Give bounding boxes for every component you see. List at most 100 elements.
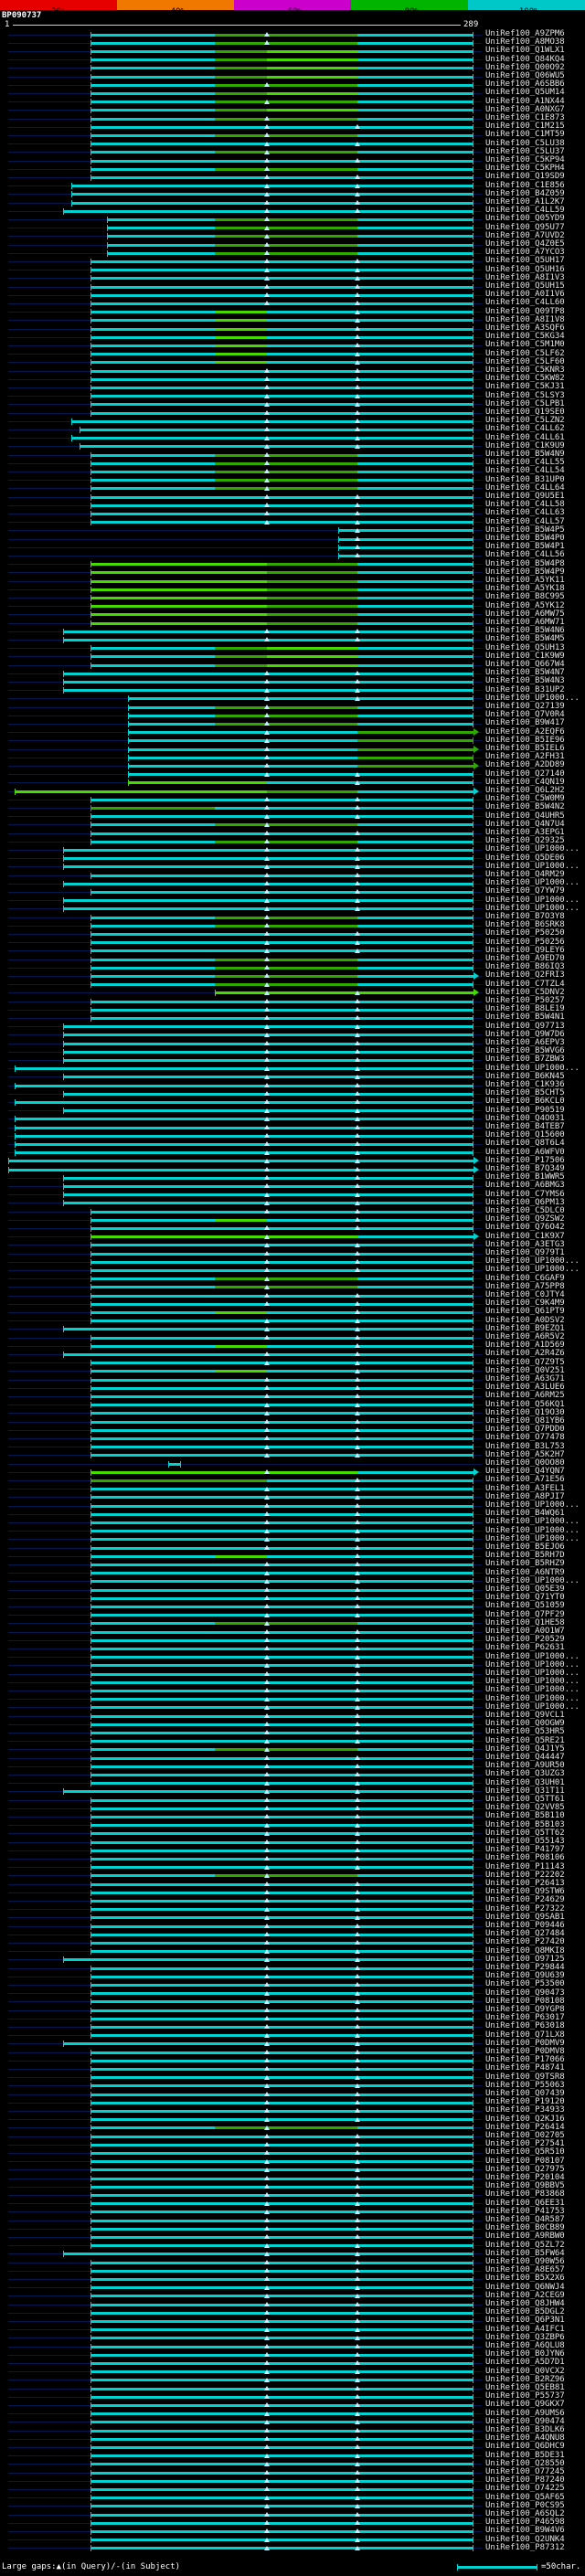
hit-label[interactable]: UniRef100_UP1000... — [485, 1265, 580, 1275]
hit-bar-segment[interactable] — [215, 2126, 357, 2130]
hit-label[interactable]: UniRef100_Q19SE0 — [485, 408, 565, 417]
hit-bar-segment[interactable] — [215, 1622, 357, 1626]
hit-label[interactable]: UniRef100_B31UP2 — [485, 684, 565, 694]
hit-bar-segment[interactable] — [90, 504, 473, 507]
hit-bar-segment[interactable] — [90, 1420, 473, 1424]
hit-row[interactable]: UniRef100_B2RZ96 — [0, 2375, 585, 2384]
hit-row[interactable]: UniRef100_P08107 — [0, 2157, 585, 2166]
hit-bar-segment[interactable] — [215, 991, 473, 995]
hit-bar-segment[interactable] — [356, 101, 473, 104]
hit-row[interactable]: UniRef100_B5W4N3 — [0, 677, 585, 685]
hit-row[interactable]: UniRef100_Q4YQN7 — [0, 1468, 585, 1476]
hit-bar-segment[interactable] — [266, 1370, 473, 1373]
hit-row[interactable]: UniRef100_P50256 — [0, 938, 585, 947]
hit-bar-segment[interactable] — [215, 705, 357, 709]
hit-bar-segment[interactable] — [215, 319, 267, 323]
hit-bar-segment[interactable] — [90, 1815, 473, 1818]
hit-row[interactable]: UniRef100_Q05YD9 — [0, 215, 585, 223]
hit-row[interactable]: UniRef100_Q9BBV5 — [0, 2182, 585, 2190]
hit-label[interactable]: UniRef100_C4LL58 — [485, 500, 565, 510]
hit-row[interactable]: UniRef100_C5KP94 — [0, 156, 585, 164]
hit-bar-segment[interactable] — [90, 2463, 473, 2466]
hit-bar-segment[interactable] — [266, 335, 473, 339]
hit-bar-segment[interactable] — [356, 1286, 473, 1289]
hit-bar-segment[interactable] — [356, 714, 473, 717]
hit-bar-segment[interactable] — [215, 217, 357, 221]
hit-label[interactable]: UniRef100_B9EZQ1 — [485, 1323, 565, 1333]
hit-row[interactable]: UniRef100_C7YMS6 — [0, 1190, 585, 1199]
hit-label[interactable]: UniRef100_B5WVG6 — [485, 1046, 565, 1056]
hit-row[interactable]: UniRef100_A6SBB6 — [0, 80, 585, 89]
hit-bar-segment[interactable] — [90, 269, 473, 272]
hit-row[interactable]: UniRef100_UP1000... — [0, 896, 585, 905]
hit-bar-segment[interactable] — [90, 411, 473, 415]
hit-label[interactable]: UniRef100_B86IQ3 — [485, 962, 565, 972]
hit-row[interactable]: UniRef100_P41797 — [0, 1846, 585, 1854]
hit-bar-segment[interactable] — [90, 1765, 473, 1768]
hit-bar-segment[interactable] — [266, 49, 357, 53]
hit-bar-segment[interactable] — [215, 840, 357, 843]
hit-label[interactable]: UniRef100_P0CS95 — [485, 2500, 565, 2510]
hit-bar-segment[interactable] — [90, 1554, 216, 1558]
hit-bar-segment[interactable] — [90, 1512, 473, 1516]
hit-label[interactable]: UniRef100_C5LU38 — [485, 138, 565, 148]
hit-bar-segment[interactable] — [356, 461, 473, 465]
hit-row[interactable]: UniRef100_P22202 — [0, 1871, 585, 1880]
hit-label[interactable]: UniRef100_A9UMS6 — [485, 2408, 565, 2418]
hit-bar-segment[interactable] — [90, 2547, 473, 2550]
hit-label[interactable]: UniRef100_UP1000... — [485, 1677, 580, 1687]
hit-bar-segment[interactable] — [215, 327, 267, 331]
hit-bar-segment[interactable] — [90, 916, 216, 919]
hit-bar-segment[interactable] — [90, 2403, 473, 2407]
hit-label[interactable]: UniRef100_A63G71 — [485, 1374, 565, 1383]
hit-row[interactable]: UniRef100_Q6EE31 — [0, 2199, 585, 2208]
hit-bar-segment[interactable] — [90, 2429, 473, 2433]
hit-label[interactable]: UniRef100_Q5TT62 — [485, 1828, 565, 1838]
hit-bar-segment[interactable] — [90, 1866, 473, 1870]
hit-label[interactable]: UniRef100_Q9VCL1 — [485, 1711, 565, 1720]
hit-label[interactable]: UniRef100_P22202 — [485, 1870, 565, 1880]
hit-row[interactable]: UniRef100_Q76O42 — [0, 1224, 585, 1232]
hit-bar-segment[interactable] — [215, 91, 267, 95]
hit-row[interactable]: UniRef100_Q71LX8 — [0, 2030, 585, 2040]
hit-label[interactable]: UniRef100_P20529 — [485, 1635, 565, 1645]
hit-row[interactable]: UniRef100_Q90473 — [0, 1988, 585, 1998]
hit-label[interactable]: UniRef100_A6SBB6 — [485, 80, 565, 90]
hit-row[interactable]: UniRef100_A6QLU8 — [0, 2342, 585, 2350]
hit-bar-segment[interactable] — [215, 974, 357, 978]
hit-bar-segment[interactable] — [356, 756, 473, 759]
hit-label[interactable]: UniRef100_A6RM25 — [485, 1391, 565, 1401]
hit-bar-segment[interactable] — [90, 798, 473, 801]
hit-label[interactable]: UniRef100_B3DLK6 — [485, 2425, 565, 2434]
hit-label[interactable]: UniRef100_B9W4V6 — [485, 2526, 565, 2536]
hit-label[interactable]: UniRef100_C5KNR3 — [485, 366, 565, 375]
hit-bar-segment[interactable] — [90, 1404, 473, 1407]
hit-row[interactable]: UniRef100_Q7V0R4 — [0, 711, 585, 719]
hit-label[interactable]: UniRef100_P83868 — [485, 2189, 565, 2200]
hit-row[interactable]: UniRef100_A2FH31 — [0, 753, 585, 761]
hit-bar-segment[interactable] — [356, 487, 473, 491]
hit-bar-segment[interactable] — [90, 1731, 473, 1734]
hit-label[interactable]: UniRef100_Q9U639 — [485, 1971, 565, 1981]
hit-bar-segment[interactable] — [15, 1118, 473, 1121]
hit-label[interactable]: UniRef100_P87240 — [485, 2475, 565, 2486]
hit-row[interactable]: UniRef100_UP1000... — [0, 1501, 585, 1510]
hit-row[interactable]: UniRef100_C7TZL4 — [0, 980, 585, 989]
hit-bar-segment[interactable] — [90, 344, 216, 347]
hit-bar-segment[interactable] — [90, 2454, 473, 2458]
hit-label[interactable]: UniRef100_A7YCO3 — [485, 248, 565, 258]
hit-row[interactable]: UniRef100_Q00O92 — [0, 62, 585, 72]
hit-bar-segment[interactable] — [90, 1824, 473, 1828]
hit-bar-segment[interactable] — [266, 605, 357, 609]
hit-row[interactable]: UniRef100_C5LU37 — [0, 147, 585, 156]
hit-bar-segment[interactable] — [90, 1941, 473, 1945]
hit-row[interactable]: UniRef100_C4LL59 — [0, 207, 585, 215]
hit-bar-segment[interactable] — [215, 1277, 357, 1281]
hit-bar-segment[interactable] — [266, 579, 357, 583]
hit-row[interactable]: UniRef100_Q05E39 — [0, 1585, 585, 1594]
hit-label[interactable]: UniRef100_Q00O92 — [485, 62, 565, 72]
hit-bar-segment[interactable] — [90, 2437, 473, 2441]
hit-bar-segment[interactable] — [90, 75, 216, 79]
hit-row[interactable]: UniRef100_B31UP0 — [0, 475, 585, 484]
hit-bar-segment[interactable] — [90, 49, 216, 53]
